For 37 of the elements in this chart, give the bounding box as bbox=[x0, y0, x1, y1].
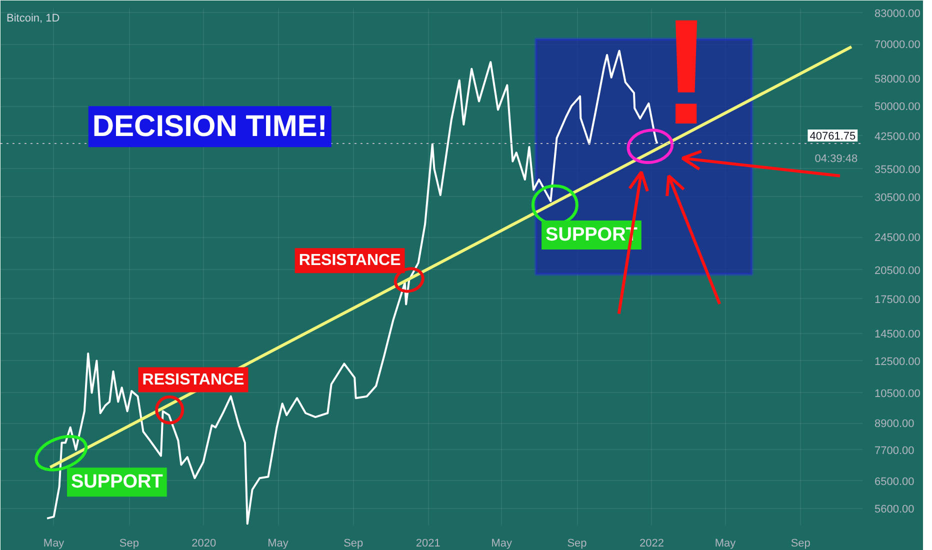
x-tick-label: 2021 bbox=[416, 538, 440, 550]
line-series bbox=[46, 50, 658, 525]
y-tick-label: 14500.00 bbox=[874, 328, 920, 340]
chart-title: Bitcoin, 1D bbox=[6, 12, 60, 24]
y-tick-label: 30500.00 bbox=[874, 192, 920, 204]
y-tick-label: 7700.00 bbox=[874, 444, 914, 457]
annotation: RESISTANCE bbox=[298, 252, 402, 270]
annotation: DECISION TIME! bbox=[92, 110, 328, 144]
y-tick-label: 70000.00 bbox=[874, 39, 920, 52]
y-tick-label: 50000.00 bbox=[874, 101, 920, 114]
annotation: ! bbox=[661, 0, 712, 156]
y-tick-label: 5600.00 bbox=[874, 503, 914, 516]
y-tick-label: 17500.00 bbox=[874, 294, 920, 306]
y-tick-label: 8900.00 bbox=[874, 418, 914, 430]
annotation: RESISTANCE bbox=[142, 371, 245, 388]
x-tick-label: May bbox=[268, 538, 289, 550]
y-tick-label: 20500.00 bbox=[874, 264, 920, 277]
x-tick-label: Sep bbox=[567, 538, 587, 550]
x-tick-label: 2020 bbox=[192, 538, 216, 550]
y-tick-label: 12500.00 bbox=[874, 356, 920, 368]
y-tick-label: 6500.00 bbox=[874, 476, 914, 488]
x-tick-label: May bbox=[714, 538, 736, 550]
x-tick-label: Sep bbox=[119, 538, 139, 550]
ref-line-label: 40761.75 bbox=[810, 130, 856, 143]
x-tick-label: May bbox=[43, 538, 65, 550]
y-tick-label: 83000.00 bbox=[874, 8, 920, 20]
x-tick-label: May bbox=[491, 538, 513, 550]
y-tick-label: 42500.00 bbox=[874, 130, 920, 143]
y-tick-label: 58000.00 bbox=[874, 74, 920, 86]
y-tick-label: 10500.00 bbox=[874, 388, 920, 400]
y-tick-label: 24500.00 bbox=[874, 232, 920, 244]
annotation: SUPPORT bbox=[71, 472, 164, 493]
x-tick-label: Sep bbox=[344, 538, 364, 550]
y-tick-label: 35500.00 bbox=[874, 164, 920, 176]
x-tick-label: Sep bbox=[790, 538, 810, 550]
annotation: 04:39:48 bbox=[814, 153, 858, 166]
x-tick-label: 2022 bbox=[640, 538, 664, 550]
